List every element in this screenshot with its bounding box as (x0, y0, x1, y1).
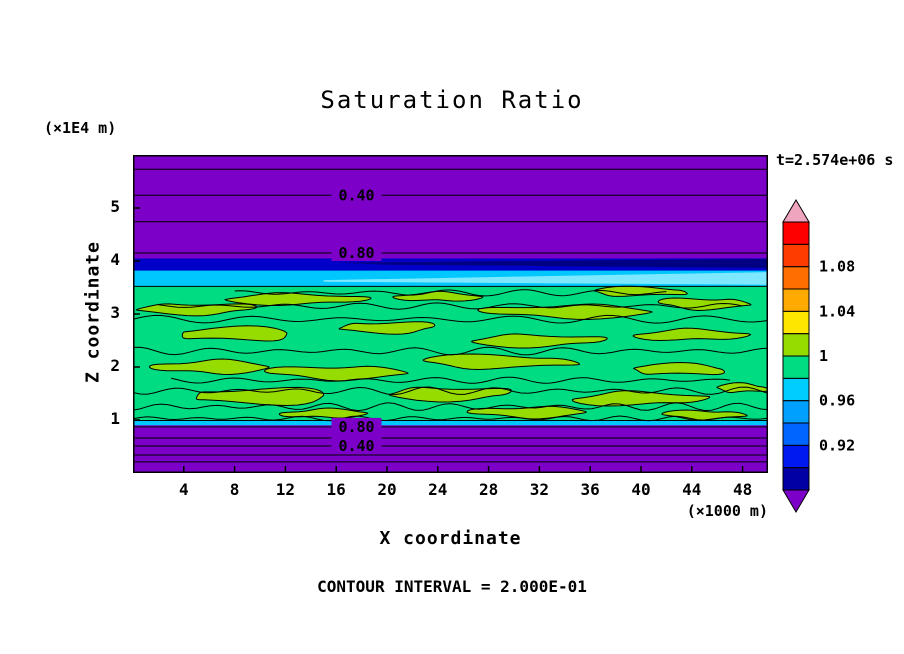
x-tick-label: 44 (682, 480, 702, 499)
colorbar-segment (782, 221, 810, 245)
x-tick-label: 16 (326, 480, 346, 499)
colorbar-segment (782, 310, 810, 335)
colorbar-label: 1.08 (819, 258, 855, 276)
x-axis-unit-label: (×1000 m) (686, 502, 768, 520)
contour-line-label: 0.80 (338, 244, 374, 262)
chart-title: Saturation Ratio (320, 86, 584, 114)
x-tick-label: 24 (428, 480, 448, 499)
z-axis-unit-label: (×1E4 m) (44, 119, 117, 137)
contour-plot-svg: 0.400.800.800.40 (132, 155, 769, 473)
x-tick-label: 36 (580, 480, 600, 499)
fill-bands (133, 155, 768, 473)
colorbar: 1.08 1.04 1 0.96 0.92 (779, 198, 904, 518)
contour-squiggles (132, 289, 769, 422)
contour-line-label: 0.40 (338, 186, 374, 204)
colorbar-segment (782, 355, 810, 379)
colorbar-label: 0.96 (819, 392, 855, 410)
x-tick-label: 20 (377, 480, 397, 499)
colorbar-segment (782, 467, 810, 491)
colorbar-segment (782, 377, 810, 402)
colorbar-segment (782, 444, 810, 469)
x-tick-label: 12 (275, 480, 296, 499)
colorbar-top-arrow (782, 199, 810, 223)
colorbar-segment (782, 266, 810, 290)
colorbar-svg: 1.08 1.04 1 0.96 0.92 (782, 199, 855, 513)
x-tick-label: 28 (478, 480, 499, 499)
contour-plot-area: 0.40 0.80 0.80 0.40 (132, 155, 769, 473)
plot-border (133, 155, 768, 473)
x-tick-label: 40 (631, 480, 651, 499)
colorbar-segment (782, 333, 810, 357)
x-tick-label: 4 (178, 480, 189, 499)
x-tick-label: 8 (229, 480, 240, 499)
colorbar-segment (782, 243, 810, 268)
colorbar-bottom-arrow (782, 489, 810, 513)
colorbar-segment (782, 422, 810, 446)
contour-line-label: 0.40 (338, 437, 374, 455)
contour-line-label: 0.80 (338, 418, 374, 436)
fill-streaks (323, 258, 768, 285)
x-tick-label: 32 (529, 480, 550, 499)
colorbar-segment (782, 288, 810, 312)
contour-blobs (135, 285, 769, 421)
colorbar-segment (782, 400, 810, 424)
time-stamp-label: t=2.574e+06 s (776, 151, 894, 169)
z-tick-label: 5 (110, 197, 120, 216)
contour-interval-note: CONTOUR INTERVAL = 2.000E-01 (317, 577, 587, 596)
z-tick-label: 2 (110, 356, 120, 375)
colorbar-label: 1 (819, 347, 828, 365)
x-axis-title: X coordinate (379, 528, 522, 549)
x-tick-label: 48 (732, 480, 753, 499)
z-tick-label: 3 (110, 303, 120, 322)
z-tick-label: 4 (110, 250, 120, 269)
colorbar-label: 1.04 (819, 302, 855, 320)
colorbar-label: 0.92 (819, 436, 855, 454)
z-tick-label: 1 (110, 409, 120, 428)
contour-lines: 0.400.800.800.40 (133, 168, 768, 463)
